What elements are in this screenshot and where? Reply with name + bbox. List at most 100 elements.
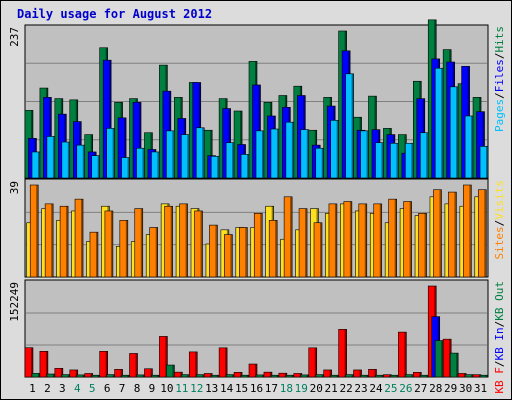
bar-sites-day-29-body (448, 192, 457, 277)
bar-pages-day-1-body (31, 151, 40, 178)
bar-kb-f-day-21 (323, 369, 332, 378)
bar-pages-day-14-shade (232, 142, 235, 178)
bar-pages-day-26 (405, 142, 414, 179)
bar-sites-day-3-outline (59, 205, 69, 278)
bar-sites-day-19-body (299, 208, 308, 277)
bar-sites-day-8-outline (134, 208, 144, 278)
bar-kb-f-day-10-body (159, 336, 168, 377)
bar-kb-out-day-18 (285, 374, 295, 378)
bar-sites-day-4-body (75, 199, 84, 277)
bar-pages-day-21 (330, 120, 339, 179)
bar-kb-f-day-2-shade (45, 351, 48, 377)
bar-sites-day-24-outline (373, 203, 383, 278)
bar-kb-f-day-2-body (39, 351, 48, 377)
bar-kb-f-day-3-shade (60, 368, 63, 377)
bar-sites-day-7-outline (119, 220, 129, 278)
bar-sites-day-6-body (104, 210, 113, 277)
bar-kb-f-day-3-outline (54, 368, 64, 378)
bar-kb-f-day-14 (218, 347, 228, 378)
bar-kb-f-day-4-shade (75, 369, 78, 377)
bar-kb-out-day-27-shade (426, 375, 429, 377)
bar-kb-f-day-22-shade (344, 329, 347, 377)
bar-sites-day-3 (59, 205, 69, 278)
bar-sites-day-14-shade (230, 234, 233, 277)
bar-pages-day-6-body (106, 128, 115, 178)
bar-kb-f-day-24-outline (368, 369, 377, 378)
bar-sites-day-1-outline (29, 184, 39, 278)
bar-kb-out-day-15-body (241, 375, 250, 377)
bar-kb-f-day-25-body (383, 374, 392, 377)
bar-kb-f-day-17-shade (269, 372, 272, 377)
bar-kb-f-day-22 (338, 329, 347, 378)
x-tick-label-14: 14 (220, 382, 234, 395)
legend-item-visits-sites-1: / (493, 220, 506, 227)
bar-sites-day-17 (268, 220, 278, 278)
bar-kb-out-day-5-shade (97, 375, 100, 377)
bar-sites-day-18-body (284, 196, 293, 277)
x-tick-label-12: 12 (190, 382, 203, 395)
bar-kb-f-day-19-body (293, 373, 302, 377)
bar-pages-day-3 (61, 141, 71, 179)
x-tick-label-24: 24 (369, 382, 383, 395)
bar-kb-f-day-16-outline (248, 363, 258, 378)
bar-kb-out-day-15 (240, 374, 250, 378)
x-tick-label-22: 22 (339, 382, 352, 395)
bar-files-day-7-shade (124, 117, 127, 178)
x-tick-label-23: 23 (354, 382, 367, 395)
bar-kb-f-day-4-body (69, 369, 78, 377)
bar-kb-out-day-8-shade (142, 374, 145, 377)
bar-pages-day-9-shade (157, 151, 160, 178)
bar-pages-day-8-shade (142, 148, 145, 178)
bar-kb-out-day-7 (121, 374, 130, 378)
bar-sites-day-9-body (149, 227, 158, 277)
x-tick-label-16: 16 (250, 382, 263, 395)
bar-sites-day-13-outline (209, 224, 218, 278)
bar-kb-out-day-18-shade (291, 375, 294, 377)
bar-kb-out-day-30 (464, 374, 474, 378)
bar-sites-day-15-body (239, 227, 248, 277)
legend-item-hits-files-pages-2: Files (493, 59, 506, 92)
bar-pages-day-9-body (151, 151, 160, 178)
bar-kb-f-day-21-outline (323, 369, 332, 378)
bar-kb-out-day-28-shade (441, 340, 444, 377)
bar-sites-day-21 (328, 203, 338, 278)
legend-item-hits-files-pages-3: / (493, 53, 506, 60)
legend-item-kbytes-0: KB F (493, 367, 506, 394)
x-tick-label-26: 26 (399, 382, 412, 395)
ymax-label-visits-sites: 39 (8, 181, 21, 194)
bar-pages-day-15 (240, 154, 250, 179)
bar-kb-f-day-3 (54, 368, 64, 378)
bar-sites-day-31-body (478, 189, 487, 277)
chart-title: Daily usage for August 2012 (17, 7, 213, 21)
bar-sites-day-12-body (194, 210, 203, 277)
bar-kb-f-day-30-body (458, 373, 467, 377)
bar-sites-day-22-outline (343, 201, 353, 278)
bar-kb-f-day-1-shade (30, 347, 33, 377)
bar-sites-day-13-shade (215, 225, 218, 277)
bar-kb-f-day-20-body (308, 347, 317, 377)
bar-kb-f-day-10-outline (159, 336, 168, 378)
bar-kb-out-day-23-body (360, 375, 369, 377)
bar-sites-day-15-outline (239, 227, 248, 278)
bar-pages-day-22-body (345, 73, 354, 178)
bar-files-day-8-shade (139, 102, 142, 178)
x-tick-label-27: 27 (414, 382, 427, 395)
bar-sites-day-25-shade (394, 199, 397, 277)
bar-files-day-6-body (103, 60, 112, 178)
bar-kb-out-day-28-body (435, 340, 444, 377)
bar-kb-out-day-6-shade (112, 374, 115, 377)
bar-sites-day-28-outline (433, 189, 442, 278)
bar-kb-f-day-11-body (174, 372, 183, 377)
bar-sites-day-29-shade (454, 192, 457, 277)
bar-sites-day-21-shade (334, 203, 337, 277)
bar-kb-f-day-15 (233, 372, 243, 378)
bar-kb-f-day-26 (398, 331, 407, 378)
bar-sites-day-2 (44, 203, 54, 278)
bar-kb-out-day-29-outline (449, 352, 459, 378)
x-tick-label-3: 3 (59, 382, 66, 395)
bar-pages-day-14-body (226, 142, 235, 178)
bar-pages-day-15-body (241, 154, 250, 178)
bar-pages-day-28-body (435, 68, 444, 178)
bar-sites-day-24-shade (379, 203, 382, 277)
bar-pages-day-25-shade (396, 143, 399, 178)
